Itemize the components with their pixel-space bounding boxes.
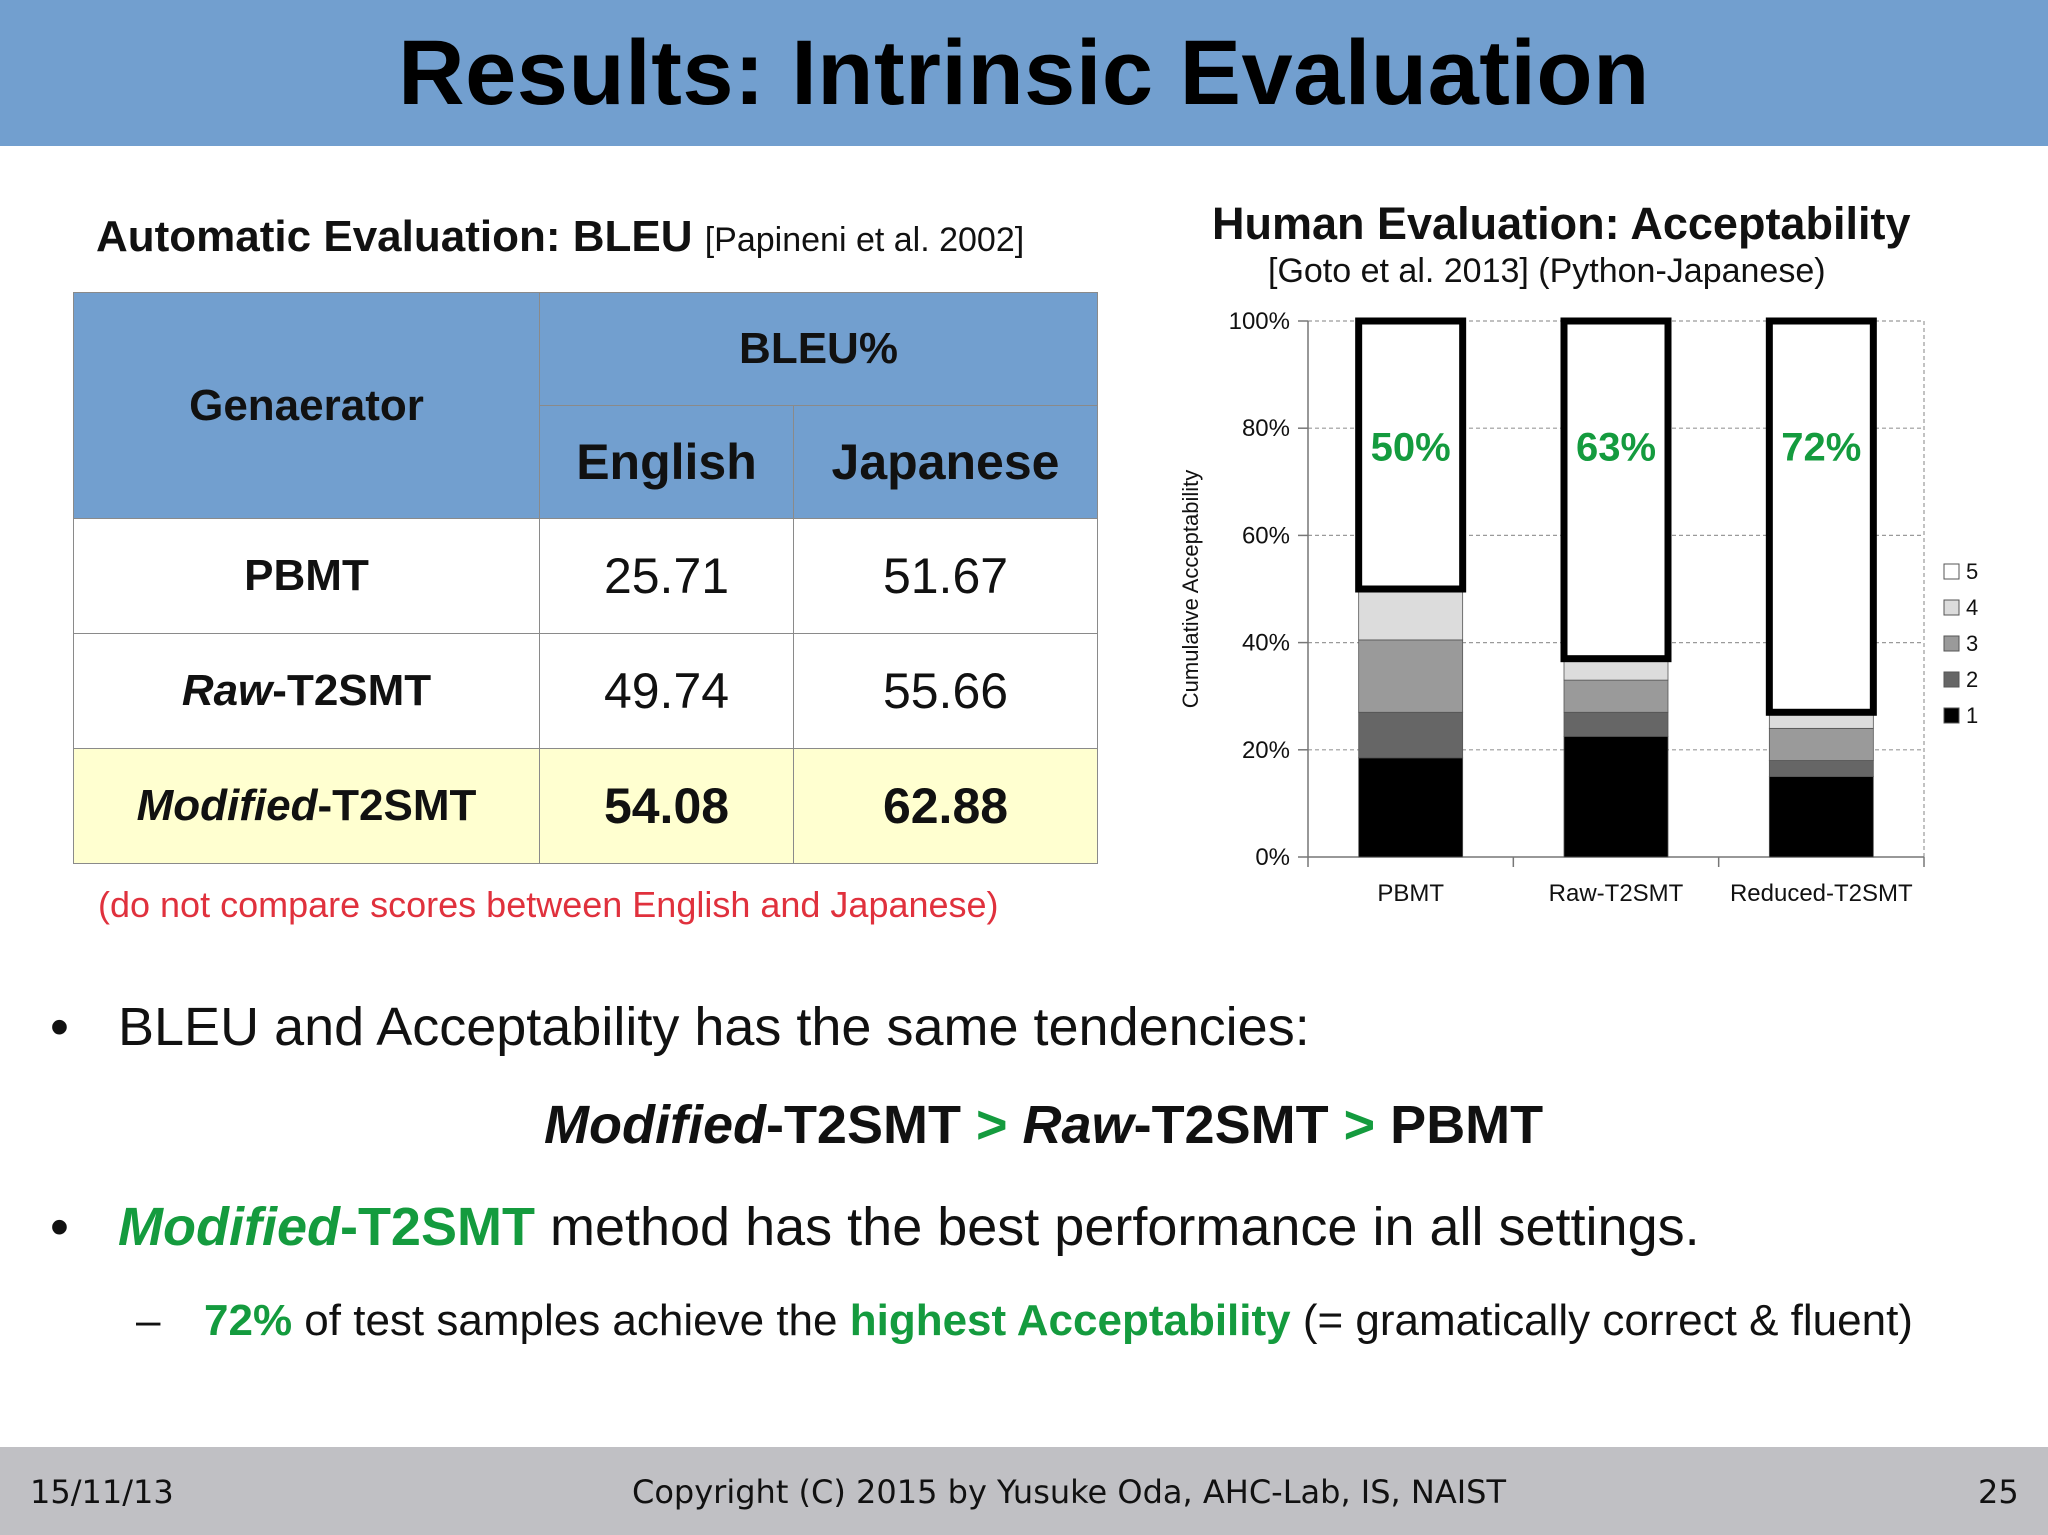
- bar-segment-2: [1563, 711, 1669, 737]
- row-name-text: -T2SMT: [272, 666, 432, 715]
- bar-segment-1: [1768, 776, 1874, 858]
- legend-label: 4: [1966, 595, 1978, 620]
- title-bar: Results: Intrinsic Evaluation: [0, 0, 2048, 146]
- header-english: English: [539, 405, 794, 519]
- bullet-glyph: •: [50, 997, 69, 1057]
- legend-swatch-5: [1943, 563, 1960, 580]
- header-bleu: BLEU%: [539, 292, 1098, 406]
- cell-english: 25.71: [539, 518, 794, 634]
- legend-label: 5: [1966, 559, 1978, 584]
- bleu-citation: [Papineni et al. 2002]: [704, 221, 1025, 259]
- table-row: Raw-T2SMT 49.74 55.66: [73, 633, 1098, 749]
- bullet-1-text: BLEU and Acceptability has the same tend…: [118, 997, 1310, 1057]
- row-name-text: PBMT: [244, 551, 369, 600]
- ranking-line: Modified-T2SMT > Raw-T2SMT > PBMT: [544, 1094, 1543, 1156]
- bar-segment-2: [1358, 711, 1464, 759]
- row-name-italic: Raw: [181, 666, 273, 715]
- sub-bullet-rest: (= gramatically correct & fluent): [1290, 1296, 1913, 1345]
- bullet-2: • Modified-T2SMT method has the best perf…: [50, 1196, 1700, 1258]
- human-section-subtitle: [Goto et al. 2013] (Python-Japanese): [1268, 252, 1826, 290]
- cell-japanese: 51.67: [793, 518, 1098, 634]
- rank-raw-rest: -T2SMT: [1133, 1095, 1329, 1155]
- bar-annotation: 50%: [1371, 425, 1451, 469]
- bar-segment-4: [1358, 588, 1464, 641]
- bar-segment-3: [1563, 679, 1669, 713]
- rank-raw-italic: Raw: [1022, 1095, 1134, 1155]
- sub-bullet-green: highest Acceptability: [849, 1296, 1291, 1345]
- bullet-glyph: •: [50, 1197, 69, 1257]
- footer-page-number: 25: [1978, 1473, 2019, 1511]
- dash-glyph: –: [136, 1296, 161, 1345]
- footer-copyright: Copyright (C) 2015 by Yusuke Oda, AHC-La…: [632, 1473, 1507, 1511]
- bullet-2-green: -T2SMT: [339, 1197, 535, 1257]
- legend-label: 2: [1966, 667, 1978, 692]
- row-name: PBMT: [73, 518, 540, 634]
- y-tick-label: 60%: [1242, 522, 1290, 549]
- bar-annotation: 63%: [1576, 425, 1656, 469]
- bar-segment-1: [1358, 757, 1464, 858]
- sub-bullet-mid: of test samples achieve the: [292, 1296, 850, 1345]
- legend-swatch-3: [1943, 635, 1960, 652]
- human-section-title: Human Evaluation: Acceptability: [1212, 198, 1911, 249]
- bleu-title-text: Automatic Evaluation: BLEU: [96, 212, 693, 261]
- bar-annotation: 72%: [1781, 425, 1861, 469]
- rank-gt-1: >: [975, 1095, 1008, 1155]
- bar-segment-1: [1563, 735, 1669, 858]
- x-tick-label: PBMT: [1377, 880, 1444, 907]
- rank-modified-italic: Modified: [544, 1095, 766, 1155]
- x-tick-label: Raw-T2SMT: [1549, 880, 1684, 907]
- y-tick-label: 100%: [1229, 308, 1290, 335]
- footer: 15/11/13 Copyright (C) 2015 by Yusuke Od…: [0, 1447, 2048, 1535]
- sub-bullet-pct: 72%: [204, 1296, 293, 1345]
- y-tick-label: 20%: [1242, 737, 1290, 764]
- table-row: PBMT 25.71 51.67: [73, 518, 1098, 634]
- y-tick-label: 80%: [1242, 415, 1290, 442]
- y-tick-label: 0%: [1255, 844, 1290, 871]
- bullet-1: • BLEU and Acceptability has the same ten…: [50, 996, 1310, 1058]
- cell-japanese: 55.66: [793, 633, 1098, 749]
- bar-segment-3: [1358, 639, 1464, 713]
- bar-segment-5: [1560, 317, 1672, 663]
- header-japanese: Japanese: [793, 405, 1098, 519]
- acceptability-chart: 0% 20% 40% 60% 80% 100% Cumulative Acceptabili…: [1178, 308, 1978, 907]
- legend-label: 3: [1966, 631, 1978, 656]
- comparison-note: (do not compare scores between English a…: [98, 884, 999, 925]
- y-axis-label: Cumulative Acceptability: [1178, 470, 1203, 708]
- rank-pbmt: PBMT: [1390, 1095, 1544, 1155]
- y-tick-label: 40%: [1242, 630, 1290, 657]
- bar-segment-3: [1768, 727, 1874, 761]
- x-tick-label: Reduced-T2SMT: [1730, 880, 1913, 907]
- bar-segment-2: [1768, 760, 1874, 777]
- legend-label: 1: [1966, 703, 1978, 728]
- bar-segment-5: [1765, 317, 1877, 716]
- bullet-2-rest: method has the best performance in all s…: [534, 1197, 1700, 1257]
- legend-swatch-2: [1943, 671, 1960, 688]
- cell-english: 49.74: [539, 633, 794, 749]
- cell-japanese: 62.88: [793, 748, 1098, 864]
- legend-swatch-4: [1943, 599, 1960, 616]
- bar-segment-5: [1355, 317, 1467, 593]
- row-name-italic: Modified: [136, 781, 318, 830]
- row-name: Raw-T2SMT: [73, 633, 540, 749]
- sub-bullet: –72% of test samples achieve the highest…: [136, 1296, 1913, 1346]
- cell-english: 54.08: [539, 748, 794, 864]
- rank-gt-2: >: [1343, 1095, 1376, 1155]
- bleu-section-title: Automatic Evaluation: BLEU [Papineni et …: [96, 212, 1024, 262]
- footer-date: 15/11/13: [30, 1473, 174, 1511]
- header-generator: Genaerator: [73, 292, 540, 519]
- row-name-text: -T2SMT: [317, 781, 477, 830]
- row-name: Modified-T2SMT: [73, 748, 540, 864]
- bleu-table: Genaerator BLEU% English Japanese PBMT 2…: [73, 292, 1098, 864]
- rank-modified-rest: -T2SMT: [765, 1095, 961, 1155]
- slide-title: Results: Intrinsic Evaluation: [398, 21, 1650, 124]
- legend-swatch-1: [1943, 707, 1960, 724]
- bullet-2-italic: Modified: [118, 1197, 340, 1257]
- table-row-highlighted: Modified-T2SMT 54.08 62.88: [73, 748, 1098, 864]
